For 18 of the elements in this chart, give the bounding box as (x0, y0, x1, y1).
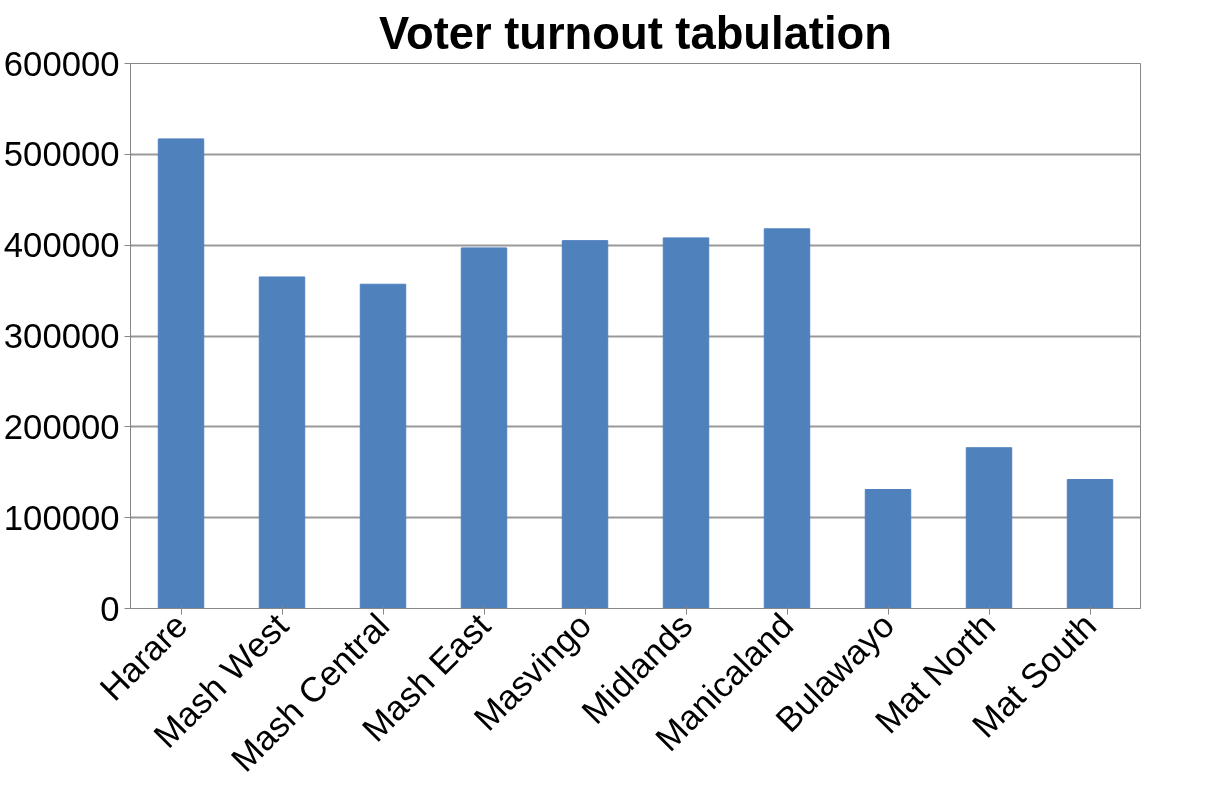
y-tick-label: 500000 (3, 135, 120, 174)
bar (864, 489, 912, 609)
bar (157, 138, 205, 609)
bar (460, 247, 508, 609)
chart-title: Voter turnout tabulation (379, 7, 892, 59)
y-tick-label: 0 (100, 589, 120, 628)
y-tick-label: 400000 (3, 226, 120, 265)
bar (359, 283, 407, 609)
bar (561, 240, 609, 609)
bar (763, 228, 811, 609)
y-tick-label: 200000 (3, 407, 120, 446)
bar (662, 237, 710, 609)
y-tick-label: 600000 (3, 44, 120, 83)
bar (965, 447, 1013, 609)
bar (1066, 479, 1114, 609)
y-tick-label: 300000 (3, 317, 120, 355)
bar (258, 276, 306, 609)
y-tick-label: 100000 (3, 498, 120, 537)
